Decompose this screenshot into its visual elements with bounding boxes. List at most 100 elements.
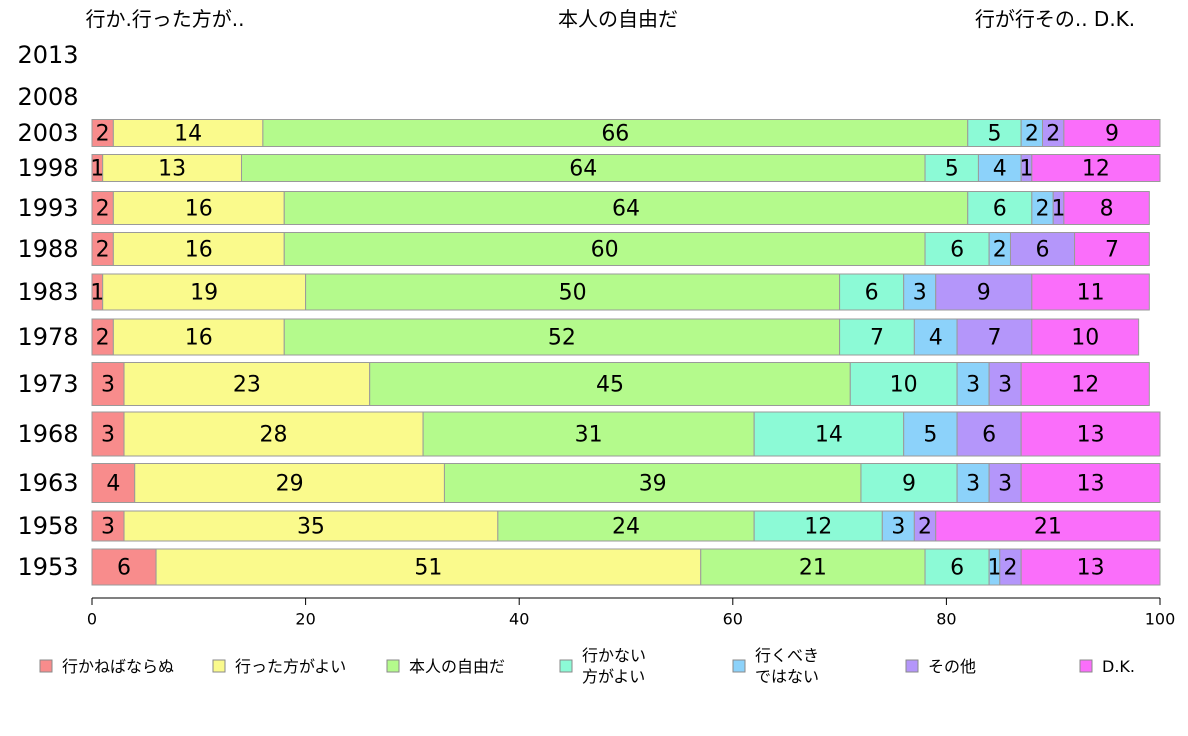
bar-segment [1020,411,1161,457]
data-label: 23 [233,373,261,398]
data-label: 21 [1034,515,1062,540]
bar-segment [956,411,1022,457]
data-label: 14 [174,122,202,147]
legend-swatch [732,659,746,673]
year-label: 1953 [17,553,78,581]
data-label: 2 [1046,122,1060,147]
bar-segment [91,548,157,586]
bar-segment [155,548,702,586]
data-label: 31 [575,423,603,448]
data-label: 9 [977,281,991,306]
data-label: 13 [1077,423,1105,448]
bar-segment [839,318,915,356]
data-label: 2 [96,238,110,263]
year-label: 1963 [17,469,78,497]
data-label: 13 [1077,472,1105,497]
legend-label: その他 [928,657,976,676]
year-label: 2008 [17,83,78,111]
bar-segment [860,463,958,503]
data-label: 45 [596,373,624,398]
bar-segment [1020,362,1150,406]
data-label: 5 [987,122,1001,147]
data-label: 2 [1003,556,1017,581]
year-label: 1988 [17,235,78,263]
data-label: 1 [1052,197,1066,222]
legend-label: 本人の自由だ [409,657,505,676]
bar-segment [283,191,969,225]
data-label: 3 [998,472,1012,497]
data-label: 1 [987,556,1001,581]
data-label: 3 [998,373,1012,398]
data-label: 2 [96,326,110,351]
x-tick-label: 0 [87,610,97,629]
data-label: 13 [1077,556,1105,581]
bar-segment [924,232,990,266]
legend-label: 行かねばならぬ [62,657,174,676]
data-label: 21 [799,556,827,581]
data-label: 6 [950,238,964,263]
bar-segment [903,411,958,457]
bar-segment [262,119,969,147]
bar-segment [1031,318,1140,356]
data-label: 3 [101,373,115,398]
data-label: 4 [929,326,943,351]
data-label: 8 [1100,197,1114,222]
legend-label: 行った方がよい [235,657,346,676]
bar-segment [913,318,958,356]
data-label: 13 [158,157,186,182]
bar-segment [305,273,841,311]
bar-segment [1020,463,1161,503]
data-label: 2 [1025,122,1039,147]
data-label: 6 [865,281,879,306]
data-label: 9 [902,472,916,497]
bar-segment [967,119,1022,147]
bar-segment [935,273,1033,311]
bar-segment [443,463,862,503]
bar-segment [112,232,285,266]
data-label: 12 [1071,373,1099,398]
bar-segment [1063,191,1150,225]
bar-segment [839,273,905,311]
data-label: 3 [966,472,980,497]
x-tick-label: 20 [295,610,315,629]
bar-segment [967,191,1033,225]
bar-segment [903,273,937,311]
bar-segment [123,411,424,457]
legend-swatch [905,659,919,673]
legend-swatch [386,659,400,673]
data-label: 7 [870,326,884,351]
bar-segment [881,510,915,542]
data-label: 19 [190,281,218,306]
bar-segment [134,463,445,503]
bar-segment [849,362,958,406]
data-label: 14 [815,423,843,448]
bar-segment [1009,232,1076,266]
year-label: 1958 [17,512,78,540]
legend-label: 行かない方がよい [582,646,646,686]
legend-swatch [39,659,53,673]
bar-segment [924,154,979,182]
bar-segment [1063,119,1161,147]
data-label: 6 [993,197,1007,222]
data-label: 16 [185,197,213,222]
data-label: 3 [891,515,905,540]
legend: 行かねばならぬ 行った方がよい 本人の自由だ 行かない方がよい 行くべきではない その他 D… [39,646,1135,686]
bars: 2 14 66 5 2 2 91 13 64 5 4 1 122 16 64 6 2 1 82 16 60 6 2 6 71 19… [90,119,1161,586]
bar-segment [283,232,926,266]
bar-segment [123,510,499,542]
top-label: 本人の自由だ [558,7,678,31]
bar-segment [91,411,125,457]
data-label: 66 [601,122,629,147]
bar-segment [369,362,851,406]
bar-segment [753,510,883,542]
x-tick-label: 100 [1145,610,1176,629]
legend-label: 行くべきではない [755,646,819,686]
data-label: 12 [804,515,832,540]
data-label: 2 [993,238,1007,263]
data-label: 3 [101,423,115,448]
data-label: 12 [1082,157,1110,182]
data-label: 2 [96,122,110,147]
data-label: 3 [913,281,927,306]
year-label: 1973 [17,370,78,398]
